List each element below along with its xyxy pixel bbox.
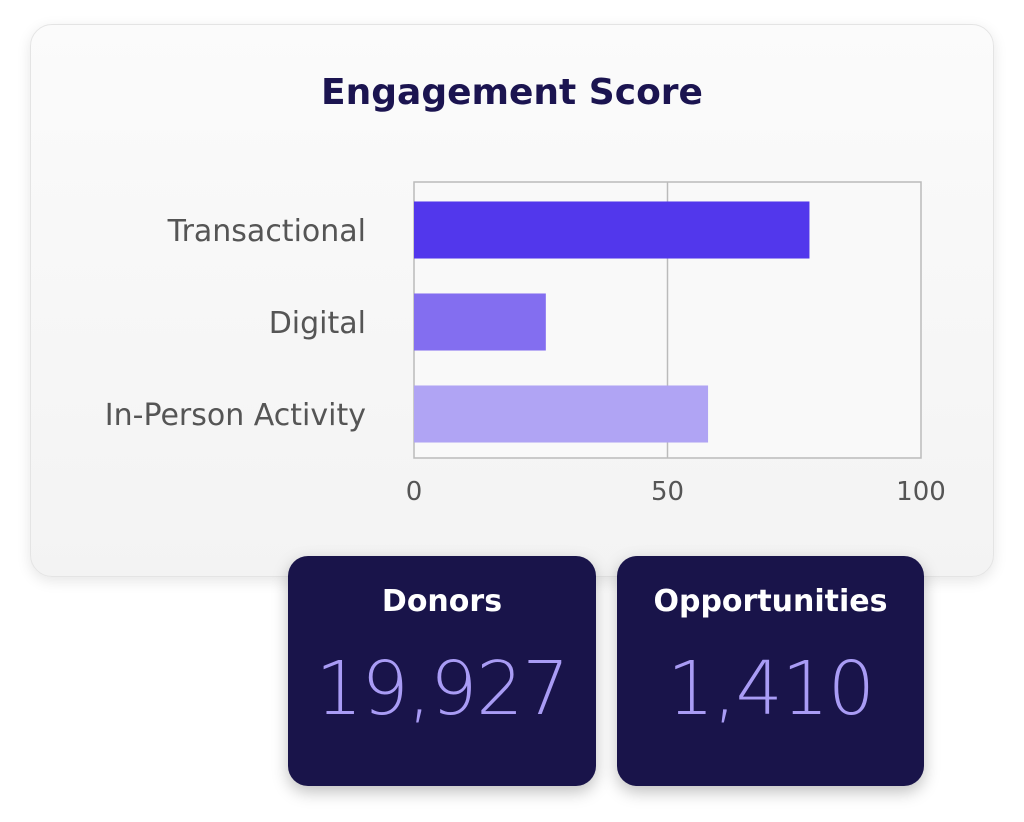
- opportunities-value: 1,410: [667, 646, 875, 732]
- chart-title: Engagement Score: [321, 72, 703, 113]
- opportunities-stat-card: Opportunities 1,410: [617, 556, 924, 786]
- donors-label: Donors: [381, 584, 503, 619]
- x-tick-label-0: 0: [406, 477, 423, 507]
- opportunities-label: Opportunities: [653, 584, 888, 619]
- category-label-in-person-activity: In-Person Activity: [105, 398, 366, 433]
- category-label-transactional: Transactional: [167, 214, 366, 249]
- category-label-digital: Digital: [269, 306, 366, 341]
- x-tick-label-100: 100: [896, 477, 946, 507]
- bar-transactional: [414, 201, 810, 259]
- engagement-score-chart: Transactional Digital In-Person Activity 0…: [105, 181, 946, 507]
- bar-digital: [414, 293, 546, 351]
- x-tick-label-50: 50: [651, 477, 684, 507]
- bar-in-person-activity: [414, 385, 709, 443]
- donors-stat-card: Donors 19,927: [288, 556, 596, 786]
- donors-value: 19,927: [315, 646, 570, 732]
